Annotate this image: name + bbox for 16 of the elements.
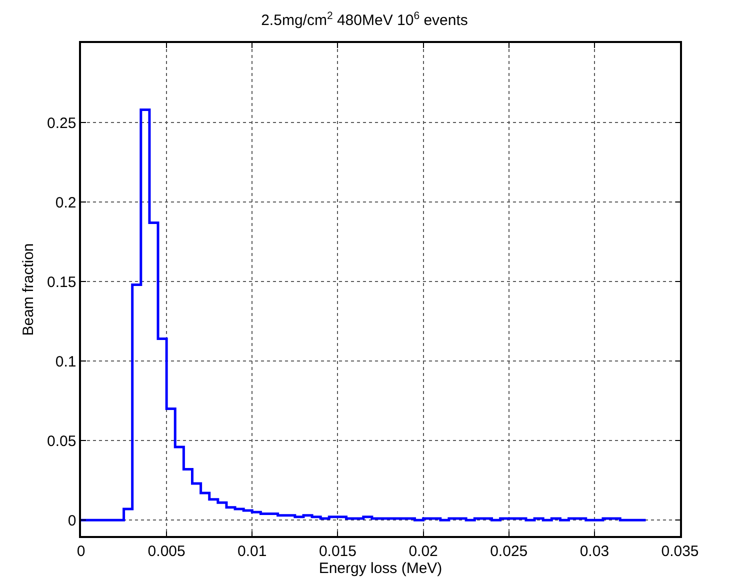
x-tick-label: 0.02 (408, 542, 438, 560)
chart-title: 2.5mg/cm$^{2}$ 480MeV 10$^{6}$ events (261, 10, 468, 30)
y-axis-title: Beam fraction (20, 243, 37, 336)
y-tick-label: 0 (68, 512, 76, 530)
x-tick-label: 0.01 (238, 542, 267, 560)
x-tick-label: 0.015 (318, 542, 356, 560)
y-tick-label: 0.2 (55, 194, 76, 212)
x-tick-label: 0.025 (490, 542, 528, 560)
x-tick-label: 0.005 (148, 542, 186, 560)
x-tick-label: 0.035 (661, 542, 699, 560)
x-tick-label: 0.03 (580, 542, 610, 560)
y-tick-label: 0.15 (47, 274, 76, 291)
y-tick-label: 0.25 (47, 114, 76, 132)
y-tick-label: 0.1 (55, 353, 76, 370)
x-axis-title: Energy loss (MeV) (318, 560, 442, 577)
y-tick-label: 0.05 (47, 432, 76, 450)
